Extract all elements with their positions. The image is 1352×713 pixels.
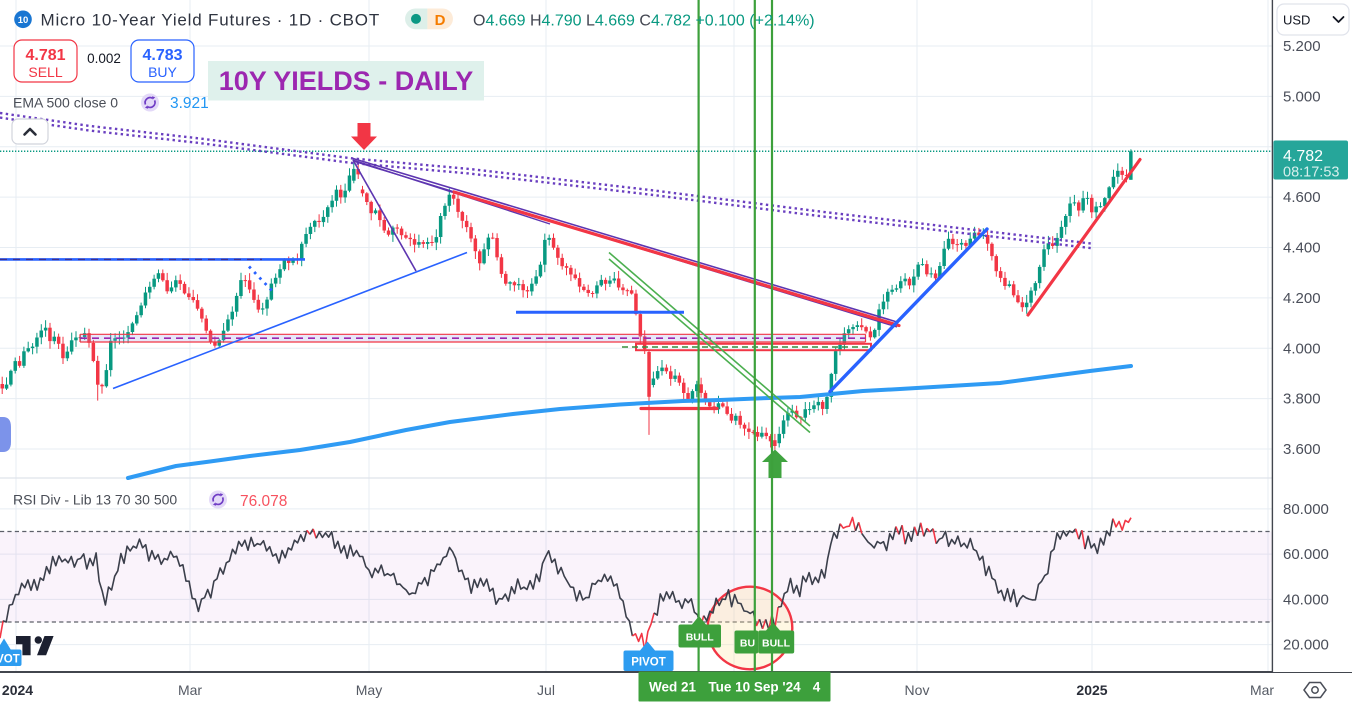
svg-text:4.000: 4.000 — [1283, 340, 1321, 357]
svg-text:3.800: 3.800 — [1283, 391, 1321, 408]
svg-text:4.200: 4.200 — [1283, 290, 1321, 307]
svg-text:60.000: 60.000 — [1283, 546, 1329, 563]
svg-text:20.000: 20.000 — [1283, 637, 1329, 654]
svg-text:Jul: Jul — [537, 682, 555, 698]
svg-text:O4.669 H4.790 L4.669 C4.782 +0: O4.669 H4.790 L4.669 C4.782 +0.100 (+2.1… — [473, 13, 815, 30]
svg-text:Mar: Mar — [1250, 682, 1274, 698]
svg-text:D: D — [435, 12, 446, 29]
svg-text:SELL: SELL — [28, 64, 62, 80]
svg-text:76.078: 76.078 — [240, 493, 287, 510]
svg-text:4.600: 4.600 — [1283, 189, 1321, 206]
svg-text:USD: USD — [1283, 13, 1310, 28]
svg-text:80.000: 80.000 — [1283, 501, 1329, 518]
svg-text:EMA 500 close 0: EMA 500 close 0 — [13, 95, 118, 111]
svg-text:Wed 21: Wed 21 — [649, 680, 697, 695]
svg-text:10: 10 — [18, 15, 29, 26]
svg-text:2025: 2025 — [1076, 682, 1107, 698]
svg-text:Mar: Mar — [178, 682, 202, 698]
svg-text:BULL: BULL — [686, 632, 715, 644]
svg-text:4.781: 4.781 — [25, 47, 65, 64]
svg-text:BUY: BUY — [148, 64, 177, 80]
svg-text:4.782: 4.782 — [1283, 148, 1323, 165]
svg-text:Micro 10-Year Yield Futures ·: Micro 10-Year Yield Futures · 1D · CBOT — [41, 11, 381, 30]
svg-text:PIVOT: PIVOT — [631, 657, 666, 669]
svg-text:08:17:53: 08:17:53 — [1283, 165, 1339, 181]
svg-text:4: 4 — [813, 680, 821, 695]
svg-text:10Y YIELDS - DAILY: 10Y YIELDS - DAILY — [219, 66, 474, 96]
svg-text:PIVOT: PIVOT — [0, 654, 20, 666]
svg-text:BULL: BULL — [762, 638, 791, 650]
svg-text:4.783: 4.783 — [142, 47, 182, 64]
svg-text:RSI Div - Lib 13 70 30 500: RSI Div - Lib 13 70 30 500 — [13, 492, 177, 508]
svg-text:0.002: 0.002 — [87, 51, 121, 66]
svg-text:40.000: 40.000 — [1283, 591, 1329, 608]
svg-text:Nov: Nov — [905, 682, 930, 698]
svg-text:Tue 10 Sep '24: Tue 10 Sep '24 — [708, 680, 801, 695]
svg-text:5.000: 5.000 — [1283, 88, 1321, 105]
svg-text:May: May — [356, 682, 382, 698]
svg-text:4.400: 4.400 — [1283, 240, 1321, 257]
svg-text:2024: 2024 — [2, 682, 33, 698]
svg-text:3.600: 3.600 — [1283, 441, 1321, 458]
svg-text:BU: BU — [740, 638, 755, 650]
svg-text:5.200: 5.200 — [1283, 38, 1321, 55]
svg-text:3.921: 3.921 — [170, 95, 209, 112]
